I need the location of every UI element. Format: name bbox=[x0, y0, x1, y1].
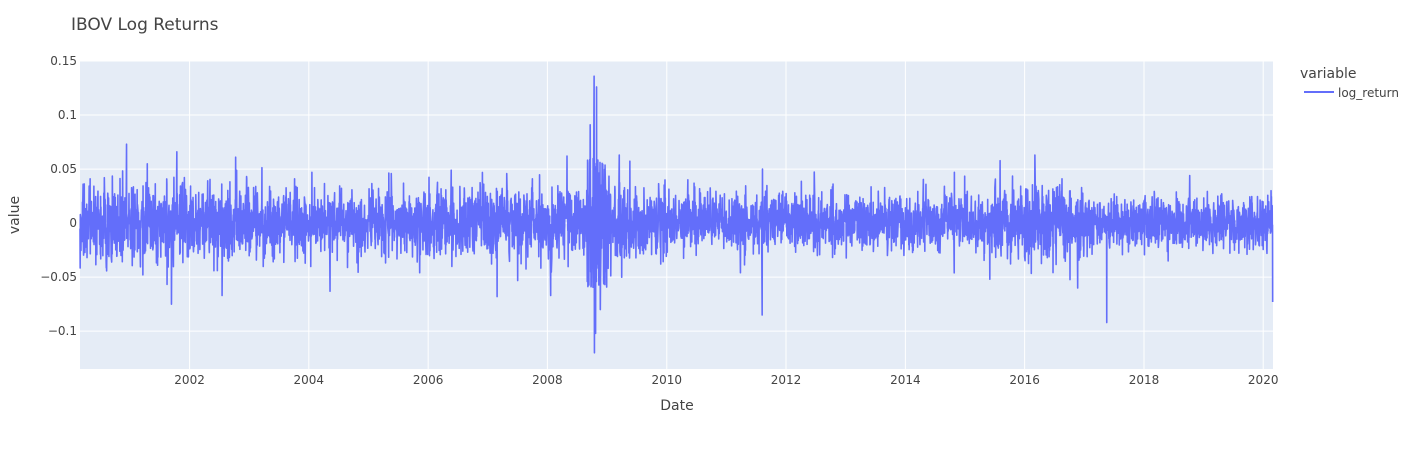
y-tick-label: 0.05 bbox=[50, 162, 77, 176]
legend-title: variable bbox=[1300, 66, 1356, 82]
y-axis: 0.15 0.1 0.05 0 −0.05 −0.1 bbox=[40, 54, 77, 338]
y-tick-label: 0.15 bbox=[50, 54, 77, 68]
y-tick-label: 0 bbox=[69, 216, 77, 230]
x-tick-label: 2010 bbox=[652, 373, 683, 387]
x-tick-label: 2014 bbox=[890, 373, 921, 387]
x-axis-title: Date bbox=[660, 398, 693, 414]
y-axis-title: value bbox=[7, 196, 23, 234]
series-layer bbox=[79, 75, 1274, 354]
legend-item-log-return[interactable]: log_return bbox=[1304, 86, 1399, 100]
x-tick-label: 2002 bbox=[174, 373, 205, 387]
x-tick-label: 2020 bbox=[1248, 373, 1279, 387]
x-tick-label: 2012 bbox=[771, 373, 802, 387]
y-tick-label: 0.1 bbox=[58, 108, 77, 122]
x-axis: 2002 2004 2006 2008 2010 2012 2014 2016 2018 2020 bbox=[174, 373, 1278, 387]
x-tick-label: 2008 bbox=[532, 373, 563, 387]
series-line-log-return[interactable] bbox=[79, 75, 1274, 354]
x-tick-label: 2004 bbox=[294, 373, 325, 387]
x-tick-label: 2006 bbox=[413, 373, 444, 387]
chart-title: IBOV Log Returns bbox=[71, 15, 219, 35]
legend: variable log_return bbox=[1300, 66, 1399, 100]
x-tick-label: 2018 bbox=[1129, 373, 1160, 387]
y-tick-label: −0.05 bbox=[40, 270, 77, 284]
legend-label: log_return bbox=[1338, 86, 1399, 100]
y-tick-label: −0.1 bbox=[48, 324, 77, 338]
x-tick-label: 2016 bbox=[1009, 373, 1040, 387]
